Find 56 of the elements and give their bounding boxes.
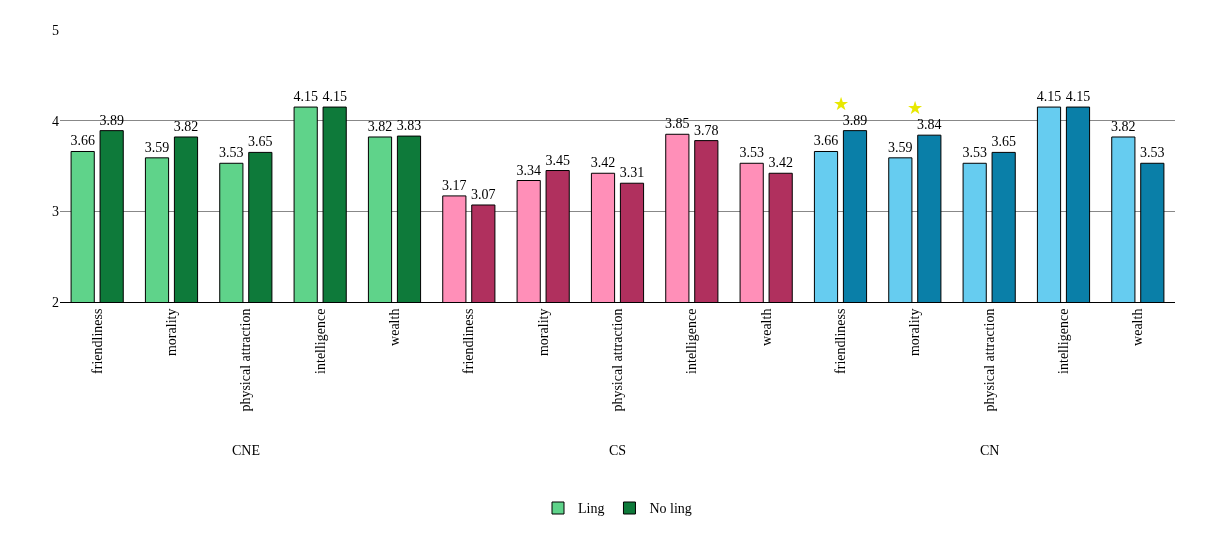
data-label: 3.82	[367, 118, 393, 134]
data-label: 3.45	[545, 152, 570, 168]
data-label: 3.66	[813, 133, 839, 149]
x-tick-label: physical attraction	[981, 308, 997, 412]
data-label: 3.17	[442, 177, 467, 193]
data-label: 3.89	[99, 112, 124, 128]
data-label: 3.84	[917, 117, 942, 133]
legend-label: Ling	[578, 501, 605, 517]
data-label: 3.65	[991, 134, 1016, 150]
data-label: 3.53	[962, 145, 987, 161]
data-label: 3.82	[1111, 118, 1136, 134]
data-label: 3.42	[590, 155, 616, 171]
y-tick-label: 3	[52, 204, 59, 220]
data-label: 3.53	[1140, 145, 1165, 161]
x-tick-label: friendliness	[833, 308, 849, 374]
data-label: 4.15	[1036, 89, 1062, 105]
x-tick-label: morality	[535, 308, 551, 357]
data-label: 4.15	[293, 89, 318, 105]
data-label: 3.31	[619, 165, 645, 181]
data-label: 3.78	[694, 122, 719, 138]
data-label: 3.59	[888, 139, 913, 155]
text: CNE	[232, 443, 260, 458]
y-tick-label: 5	[52, 22, 59, 38]
x-tick-label: friendliness	[461, 308, 477, 374]
x-tick-label: physical attraction	[238, 308, 254, 412]
x-tick-label: physical attraction	[610, 308, 626, 412]
x-tick-label: intelligence	[684, 308, 700, 374]
data-label: 3.89	[842, 112, 868, 128]
x-tick-label: morality	[164, 308, 180, 357]
annotation: ★	[833, 93, 850, 114]
data-label: 4.15	[322, 89, 347, 105]
x-tick-label: wealth	[1130, 308, 1146, 346]
data-label: 4.15	[1065, 89, 1091, 105]
x-tick-label: intelligence	[1056, 308, 1072, 374]
data-label: 3.59	[144, 139, 170, 155]
x-tick-label: wealth	[758, 308, 774, 346]
data-label: 3.34	[516, 162, 541, 178]
data-label: 3.53	[739, 145, 764, 161]
data-label: 3.83	[396, 118, 422, 134]
text: CN	[980, 443, 1000, 458]
data-label: 3.66	[70, 133, 95, 149]
x-tick-label: wealth	[387, 308, 403, 346]
y-tick-label: 2	[52, 294, 59, 310]
data-label: 3.53	[219, 145, 244, 161]
text: CS	[609, 443, 627, 458]
x-tick-label: intelligence	[312, 308, 328, 374]
x-tick-label: morality	[907, 308, 923, 357]
data-label: 3.85	[665, 116, 690, 132]
x-tick-label: friendliness	[89, 308, 105, 374]
data-label: 3.65	[248, 134, 273, 150]
legend-label: No ling	[649, 501, 692, 517]
annotation: ★	[907, 97, 924, 118]
data-label: 3.07	[471, 186, 496, 202]
data-label: 3.42	[768, 155, 793, 171]
y-tick-label: 4	[52, 113, 59, 129]
data-label: 3.82	[173, 118, 199, 134]
